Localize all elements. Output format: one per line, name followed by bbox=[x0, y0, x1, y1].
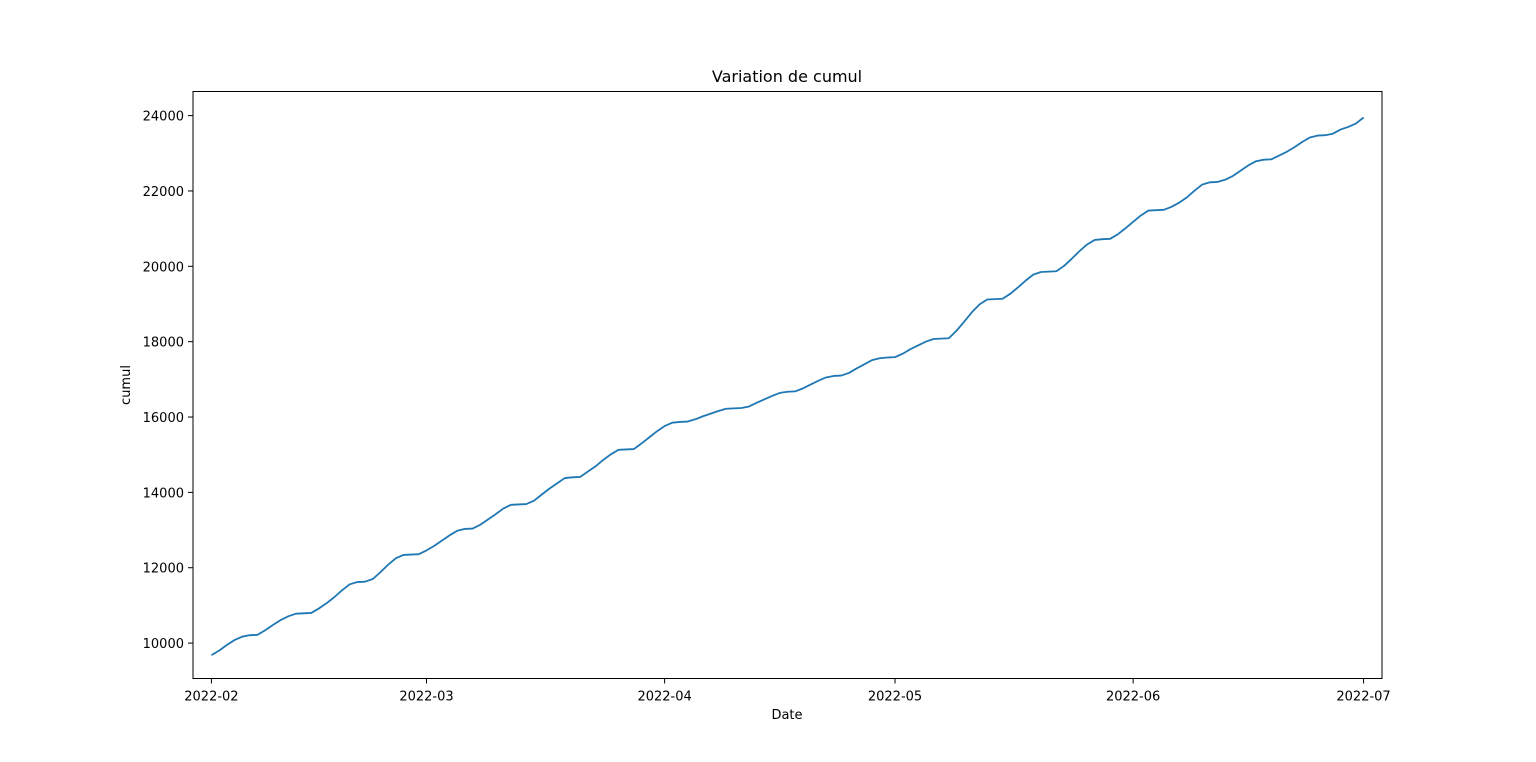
y-tick-label: 24000 bbox=[143, 110, 184, 125]
y-tick-label: 14000 bbox=[143, 486, 184, 501]
y-tick-label: 22000 bbox=[143, 185, 184, 200]
chart-title: Variation de cumul bbox=[712, 67, 862, 86]
y-tick-label: 12000 bbox=[143, 562, 184, 577]
x-tick-label: 2022-04 bbox=[637, 690, 691, 705]
y-tick-label: 16000 bbox=[143, 411, 184, 426]
y-axis-ticks: 10000 12000 14000 16000 18000 20000 22000 24000 bbox=[143, 110, 193, 652]
x-tick-label: 2022-03 bbox=[399, 690, 453, 705]
y-tick-label: 20000 bbox=[143, 260, 184, 275]
x-tick-label: 2022-06 bbox=[1106, 690, 1160, 705]
x-axis-label: Date bbox=[771, 708, 802, 723]
series-line-cumul bbox=[210, 116, 1365, 656]
x-axis-ticks: 2022-02 2022-03 2022-04 2022-05 2022-06 2022-… bbox=[184, 678, 1391, 705]
x-tick-label: 2022-02 bbox=[184, 690, 238, 705]
y-tick-label: 10000 bbox=[143, 637, 184, 652]
x-tick-label: 2022-07 bbox=[1336, 690, 1390, 705]
plot-area-frame bbox=[192, 91, 1383, 679]
y-axis-label: cumul bbox=[119, 365, 134, 405]
y-tick-label: 18000 bbox=[143, 336, 184, 351]
x-tick-label: 2022-05 bbox=[868, 690, 922, 705]
